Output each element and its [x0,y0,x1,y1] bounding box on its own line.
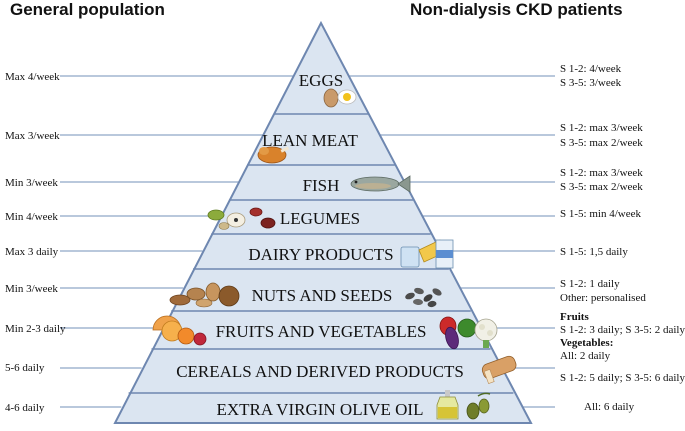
general-value-legumes: Min 4/week [5,211,58,223]
ckd-value-dairy: S 1-5: 1,5 daily [560,246,628,258]
general-value-cereals: 5-6 daily [5,362,45,374]
general-value-nuts-seeds: Min 3/week [5,283,58,295]
tier-label-lean-meat: LEAN MEAT [262,131,358,150]
egg-icon [323,88,357,108]
ckd-value-meat-1: S 1-2: max 3/week [560,122,643,134]
general-value-olive-oil: 4-6 daily [5,402,45,414]
vegetables-icon [439,316,498,350]
ckd-value-olive-oil: All: 6 daily [584,401,635,413]
ckd-value-cereals: S 1-2: 5 daily; S 3-5: 6 daily [560,372,685,384]
ckd-value-meat-2: S 3-5: max 2/week [560,137,643,149]
tier-label-fruits-vegetables: FRUITS AND VEGETABLES [216,322,427,341]
general-value-lean-meat: Max 3/week [5,130,60,142]
tier-label-nuts-seeds: NUTS AND SEEDS [252,286,393,305]
tier-label-legumes: LEGUMES [280,209,360,228]
ckd-value-nuts-1: S 1-2: 1 daily [560,278,620,290]
ckd-value-eggs-2: S 3-5: 3/week [560,77,622,89]
bread-icon [481,355,517,384]
tier-label-cereals: CEREALS AND DERIVED PRODUCTS [176,362,464,381]
tier-dividers [128,113,514,394]
tier-label-dairy: DAIRY PRODUCTS [248,245,393,264]
ckd-value-eggs-1: S 1-2: 4/week [560,63,622,75]
connector-lines [60,75,555,408]
tier-label-fish: FISH [303,176,340,195]
seeds-icon [405,287,442,308]
general-population-header: General population [10,0,165,19]
ckd-value-vegetables: All: 2 daily [560,350,611,362]
ckd-value-fish-1: S 1-2: max 3/week [560,167,643,179]
fish-icon [350,175,411,193]
general-value-fruits-vegetables: Min 2-3 daily [5,323,66,335]
ckd-patients-header: Non-dialysis CKD patients [410,0,623,19]
fruit-icon [152,315,207,346]
general-value-eggs: Max 4/week [5,71,60,83]
ckd-value-fish-2: S 3-5: max 2/week [560,181,643,193]
dairy-icon [400,239,454,269]
beans-icon [207,207,276,230]
ckd-value-legumes: S 1-5: min 4/week [560,208,641,220]
general-value-dairy: Max 3 daily [5,246,59,258]
general-value-fish: Min 3/week [5,177,58,189]
pyramid-outline [113,20,533,424]
ckd-value-vegetables-heading: Vegetables: [560,337,613,349]
chicken-icon [257,146,290,164]
ckd-value-nuts-2: Other: personalised [560,292,646,304]
ckd-value-fruits-heading: Fruits [560,311,589,323]
olives-icon [466,392,491,420]
tier-label-olive-oil: EXTRA VIRGIN OLIVE OIL [217,400,424,419]
nuts-icon [169,282,240,308]
ckd-value-fruits: S 1-2: 3 daily; S 3-5: 2 daily [560,324,685,336]
oil-bottle-icon [436,390,459,420]
tier-label-eggs: EGGS [299,71,343,90]
